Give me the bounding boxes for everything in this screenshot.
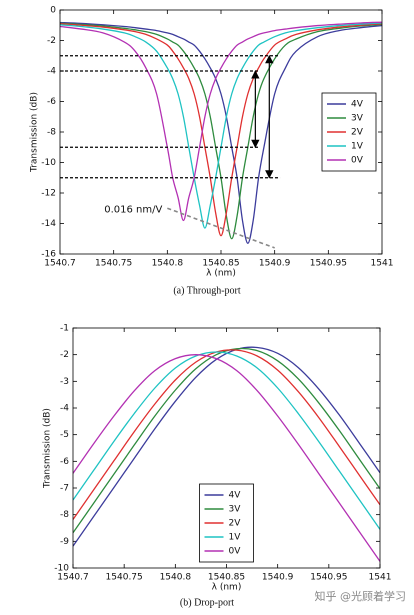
legend-label: 2V (351, 128, 364, 138)
y-tick-label: -5 (60, 430, 69, 440)
x-tick-label: 1540.7 (57, 573, 89, 583)
legend-label: 0V (229, 547, 242, 557)
x-axis-label: λ (nm) (212, 583, 242, 593)
legend: 4V 3V 2V 1V 0V (199, 483, 254, 563)
x-axis-label: λ (nm) (206, 269, 236, 279)
y-tick-label: -8 (60, 510, 69, 520)
y-tick-label: -12 (41, 189, 56, 199)
y-tick-label: -7 (60, 484, 69, 494)
series-line (73, 347, 380, 534)
x-tick-label: 1540.95 (310, 573, 347, 583)
watermark: 知乎 @光顾着学习 (315, 589, 407, 603)
x-tick-label: 1540.75 (106, 573, 143, 583)
x-tick-label: 1540.9 (259, 259, 291, 269)
y-tick-label: 0 (50, 6, 56, 16)
caption: (b) Drop-port (180, 597, 234, 608)
y-tick-label: -4 (47, 67, 56, 77)
y-tick-label: -3 (60, 377, 69, 387)
series-group (73, 346, 380, 562)
caption: (a) Through-port (173, 285, 241, 296)
y-tick-label: -8 (47, 128, 56, 138)
x-tick-label: 1540.8 (152, 259, 184, 269)
axes-frame (72, 327, 381, 569)
y-tick-label: -10 (41, 158, 56, 168)
y-tick-label: -4 (60, 404, 69, 414)
series-line (73, 354, 380, 562)
series-line (73, 349, 380, 520)
y-tick-label: -9 (60, 537, 69, 547)
x-tick-label: 1540.85 (202, 259, 239, 269)
series-line (73, 351, 380, 530)
y-axis-label: Transmission (dB) (43, 408, 53, 489)
annotation-text: 0.016 nm/V (104, 204, 162, 215)
legend-label: 3V (229, 505, 242, 515)
y-tick-label: -10 (54, 564, 69, 574)
legend-label: 0V (351, 156, 364, 166)
x-tick-label: 1540.75 (95, 259, 132, 269)
legend-label: 2V (229, 519, 242, 529)
y-tick-label: -2 (47, 36, 56, 46)
legend-label: 4V (229, 491, 242, 501)
x-tick-label: 1540.85 (208, 573, 245, 583)
legend-label: 1V (229, 533, 242, 543)
series-line (60, 23, 382, 237)
legend-label: 4V (351, 100, 364, 110)
y-tick-label: -6 (60, 457, 69, 467)
x-tick-label: 1541 (371, 259, 394, 269)
axes-frame (59, 9, 383, 255)
x-tick-label: 1540.8 (160, 573, 192, 583)
legend-label: 1V (351, 142, 364, 152)
y-tick-label: -6 (47, 97, 56, 107)
x-tick-label: 1540.7 (44, 259, 76, 269)
x-tick-label: 1540.95 (310, 259, 347, 269)
y-axis-label: Transmission (dB) (30, 92, 40, 173)
x-tick-label: 1541 (369, 573, 392, 583)
y-tick-label: -2 (60, 350, 69, 360)
y-tick-label: -16 (41, 250, 56, 260)
legend: 4V 3V 2V 1V 0V (321, 92, 377, 172)
legend-label: 3V (351, 114, 364, 124)
y-tick-label: -14 (41, 219, 56, 229)
y-tick-label: -1 (60, 324, 69, 334)
x-tick-label: 1540.9 (262, 573, 294, 583)
series-group (60, 21, 382, 244)
series-line (60, 21, 382, 222)
annotation-line (167, 207, 275, 249)
